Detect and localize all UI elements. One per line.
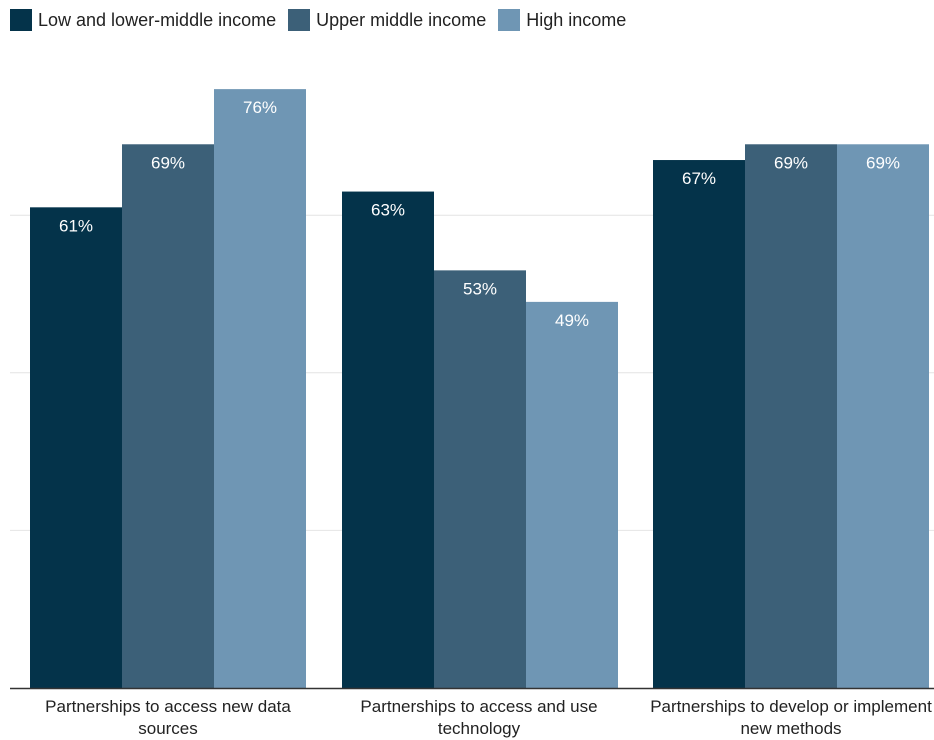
data-label-cat3-series1: 67% (682, 169, 716, 188)
legend: Low and lower-middle income Upper middle… (10, 8, 638, 32)
data-label-cat3-series2: 69% (774, 153, 808, 172)
data-label-cat1-series2: 69% (151, 153, 185, 172)
bar-cat3-series1 (653, 160, 745, 689)
category-label-methods: Partnerships to develop or implement new… (650, 697, 932, 738)
legend-swatch-low-income (10, 9, 32, 31)
data-label-cat2-series2: 53% (463, 279, 497, 298)
data-label-cat1-series3: 76% (243, 98, 277, 117)
bar-cat1-series2 (122, 144, 214, 688)
legend-item-high-income: High income (498, 9, 626, 31)
bar-cat3-series3 (837, 144, 929, 688)
data-label-cat3-series3: 69% (866, 153, 900, 172)
category-label-technology: Partnerships to access and use technolog… (360, 697, 598, 738)
legend-label-high-income: High income (526, 9, 627, 30)
bar-cat2-series2 (434, 270, 526, 688)
legend-swatch-upper-middle-income (288, 9, 311, 31)
category-label-data-sources: Partnerships to access new data sources (45, 697, 291, 738)
legend-item-upper-middle-income: Upper middle income (288, 9, 486, 31)
data-label-cat2-series3: 49% (555, 311, 589, 330)
legend-label-upper-middle-income: Upper middle income (316, 9, 487, 30)
legend-swatch-high-income (498, 9, 521, 31)
data-label-cat2-series1: 63% (371, 201, 405, 220)
legend-item-low-income: Low and lower-middle income (10, 9, 276, 31)
bar-cat1-series1 (30, 207, 122, 688)
bar-cat1-series3 (214, 89, 306, 689)
bar-cat3-series2 (745, 144, 837, 688)
data-label-cat1-series1: 61% (59, 216, 93, 235)
legend-label-low-income: Low and lower-middle income (38, 9, 277, 30)
bar-cat2-series1 (342, 191, 434, 688)
bar-cat2-series3 (526, 301, 618, 688)
